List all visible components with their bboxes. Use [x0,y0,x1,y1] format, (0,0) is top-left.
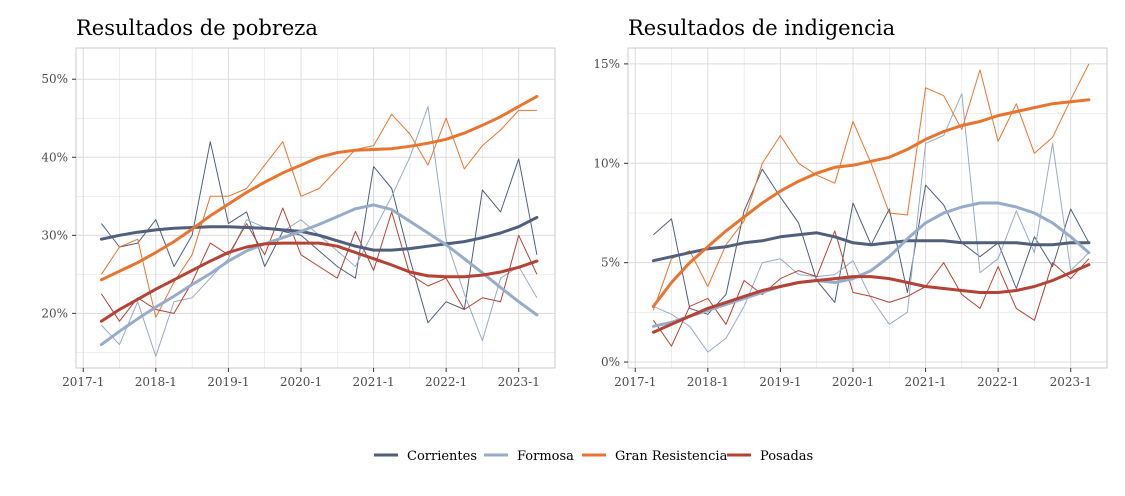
legend-label-formosa: Formosa [517,449,574,464]
poverty-x-tick-label: 2019-1 [207,375,249,389]
poverty-x-tick-label: 2023-1 [498,375,540,389]
indigence-y-tick-label: 0% [601,355,620,369]
indigence-trend-gran-resistencia [651,98,1091,308]
poverty-trend-corrientes [99,215,539,252]
legend-item-gran-resistencia[interactable]: Gran Resistencia [582,449,728,464]
indigence-trend-posadas [651,263,1091,334]
poverty-x-tick-label: 2021-1 [352,375,394,389]
indigence-x-tick-label: 2017-1 [614,375,656,389]
poverty-series-gran-resistencia [100,109,537,318]
indigence-panel-border [627,47,1108,369]
poverty-axes: 2017-1 2018-1 2019-1 2020-1 2021-1 2022-1 2023… [41,72,540,389]
indigence-chart-title: Resultados de indigencia [628,16,895,40]
poverty-chart-title: Resultados de pobreza [76,16,318,40]
legend-label-gran-resistencia: Gran Resistencia [615,449,728,464]
poverty-trend-formosa [99,203,539,347]
indigence-series-formosa [653,93,1090,353]
indigence-y-tick-label: 10% [593,156,620,170]
poverty-y-tick-label: 20% [41,306,68,320]
legend: Corrientes Formosa Gran Resistencia Posa… [374,449,813,464]
poverty-series [99,94,539,357]
indigence-y-tick-label: 15% [593,57,620,71]
indigence-x-tick-label: 2018-1 [687,375,729,389]
poverty-panel-border [75,47,556,369]
indigence-x-tick-label: 2019-1 [759,375,801,389]
indigence-y-tick-label: 5% [601,256,620,270]
legend-item-formosa[interactable]: Formosa [484,449,574,464]
poverty-x-tick-label: 2020-1 [280,375,322,389]
poverty-y-tick-label: 30% [41,228,68,242]
indigence-series-posadas [652,230,1090,347]
poverty-chart: Resultados de pobreza 2017-1 2018-1 2019-1… [41,16,556,389]
indigence-x-tick-label: 2022-1 [977,375,1019,389]
poverty-x-tick-label: 2018-1 [135,375,177,389]
indigence-chart: Resultados de indigencia 2017-1 2018-1 201… [593,16,1108,389]
poverty-x-tick-label: 2017-1 [62,375,104,389]
legend-label-corrientes: Corrientes [407,449,477,464]
poverty-y-tick-label: 50% [41,72,68,86]
indigence-trend-formosa [651,201,1091,328]
indigence-x-tick-label: 2023-1 [1050,375,1092,389]
indigence-x-tick-label: 2020-1 [832,375,874,389]
poverty-series-posadas [100,207,538,322]
indigence-axes: 2017-1 2018-1 2019-1 2020-1 2021-1 2022-1 2023… [593,57,1092,389]
indigence-x-tick-label: 2021-1 [904,375,946,389]
poverty-trend-posadas [99,241,539,323]
indigence-series-gran-resistencia [652,63,1090,311]
poverty-y-tick-label: 40% [41,150,68,164]
indigence-trend-corrientes [651,231,1091,263]
legend-item-corrientes[interactable]: Corrientes [374,449,477,464]
indigence-series [651,63,1091,353]
legend-label-posadas: Posadas [760,449,813,464]
poverty-trend-gran-resistencia [99,94,539,282]
poverty-x-tick-label: 2022-1 [425,375,467,389]
legend-item-posadas[interactable]: Posadas [727,449,813,464]
